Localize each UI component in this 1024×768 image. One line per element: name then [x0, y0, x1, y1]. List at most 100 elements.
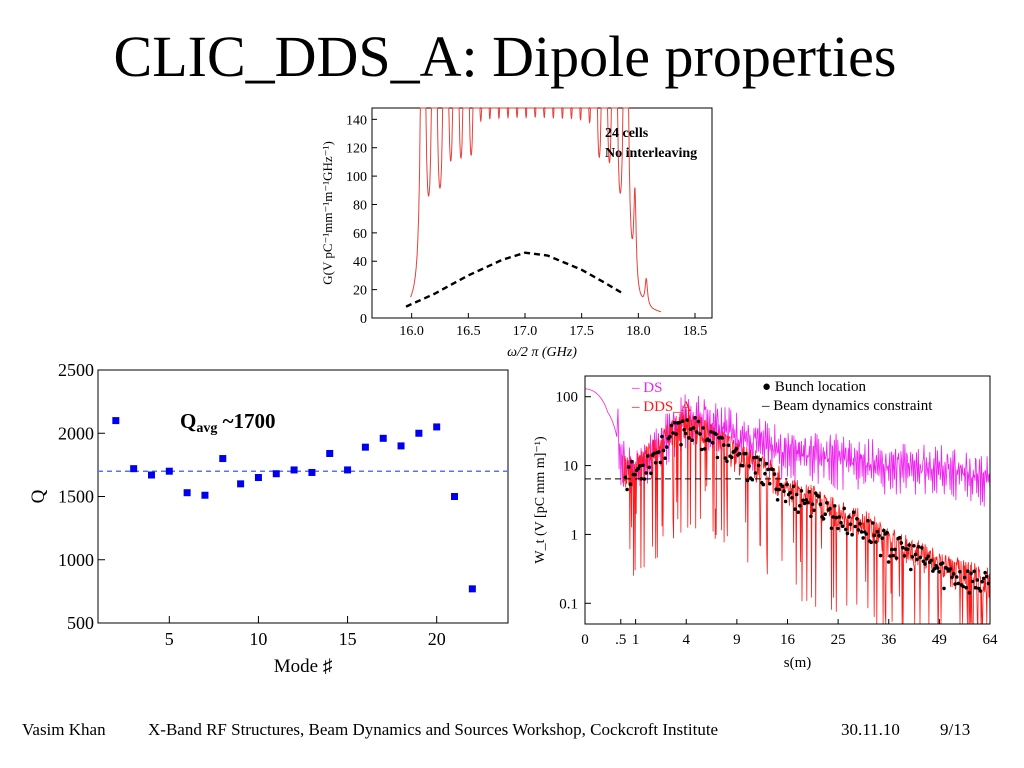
bunch-location-point [691, 426, 696, 430]
bunch-location-point [967, 590, 972, 595]
q-point [433, 423, 441, 431]
bunch-location-point [926, 554, 930, 559]
footer-date: 30.11.10 [841, 720, 900, 739]
gain-spectrum-svg: 16.0 16.5 17.0 17.5 18.0 18.5 0 20 40 60 80 100 120 1… [320, 107, 713, 360]
q-point [326, 449, 334, 457]
bunch-location-point [837, 515, 842, 519]
q-point [237, 480, 245, 488]
bunch-location-point [978, 589, 983, 593]
bunch-location-point [714, 432, 718, 436]
bunch-location-point [636, 466, 640, 471]
bunch-location-point [821, 517, 826, 521]
bunch-location-point [690, 438, 694, 442]
legend-entry: ● Bunch location [762, 379, 867, 395]
y-tick-label: 40 [353, 255, 367, 270]
y-tick-label: 100 [556, 390, 579, 406]
bunch-location-point [679, 442, 683, 447]
bunch-location-point [777, 487, 781, 492]
bunch-location-point [707, 438, 712, 443]
bunch-location-point [858, 521, 862, 526]
bunch-location-point [633, 472, 637, 477]
x-tick-label: 10 [249, 629, 267, 649]
footer-page: 9/13 [940, 720, 971, 739]
y-tick-label: 100 [346, 170, 367, 185]
bunch-location-point [663, 456, 667, 460]
bunch-location-point [669, 423, 674, 428]
q-point [201, 491, 209, 499]
q-point [147, 471, 155, 479]
x-tick-label: 25 [831, 632, 846, 648]
bunch-location-point [644, 471, 648, 475]
bunch-location-point [661, 448, 666, 453]
bunch-location-point [804, 498, 808, 502]
bunch-location-point [882, 528, 886, 533]
bunch-location-point [877, 533, 881, 538]
bunch-location-point [807, 490, 812, 494]
wake-plot-area [585, 388, 990, 624]
q-point [415, 429, 423, 437]
bunch-location-point [630, 459, 634, 464]
bunch-location-point [855, 517, 859, 521]
x-tick-label: 9 [733, 632, 741, 648]
bunch-location-point [848, 522, 853, 526]
bunch-location-point [626, 465, 631, 469]
y-tick-label: 20 [353, 284, 367, 299]
bunch-location-point [856, 528, 861, 532]
bunch-location-point [802, 501, 807, 506]
bunch-location-point [851, 510, 856, 515]
bunch-location-point [909, 567, 913, 572]
bunch-location-point [859, 530, 864, 534]
bunch-location-point [905, 547, 910, 551]
slide-title: CLIC_DDS_A: Dipole properties [113, 24, 897, 89]
bunch-location-point [842, 506, 846, 511]
ds-wake-line [585, 388, 990, 507]
x-tick-label: 18.0 [626, 324, 651, 339]
bunch-location-point [918, 555, 923, 560]
legend-entry: – DDS_A [631, 399, 692, 415]
bunch-location-point [791, 484, 796, 489]
bunch-location-point [664, 445, 669, 449]
bunch-location-point [652, 451, 656, 456]
bunch-location-point [642, 477, 647, 481]
y-tick-label: 1000 [58, 550, 94, 570]
x-tick-label: 1 [632, 632, 640, 648]
bunch-location-point [726, 443, 731, 448]
q-point [272, 470, 280, 478]
q-factor-svg: 5 10 15 20 500 1000 1500 2000 2500 Mode ♯ Q Qavg ~1… [28, 360, 509, 677]
bunch-location-point [761, 482, 766, 487]
y-tick-label: 500 [67, 613, 94, 633]
bunch-location-point [674, 432, 678, 436]
bunch-location-point [950, 575, 954, 580]
bunch-location-point [932, 566, 937, 571]
bunch-location-point [951, 572, 956, 576]
bunch-location-point [954, 575, 959, 579]
q-point [361, 443, 369, 451]
bunch-location-point [923, 562, 927, 566]
q-point [344, 466, 352, 474]
bunch-location-point [878, 553, 883, 558]
bunch-location-point [825, 501, 829, 505]
bunch-location-point [745, 478, 750, 483]
footer-author: Vasim Khan [22, 720, 106, 739]
bunch-location-point [710, 441, 715, 445]
envelope-dashed-line [405, 251, 622, 308]
bunch-location-point [910, 555, 915, 559]
bunch-location-point [897, 535, 902, 540]
x-tick-label: 17.0 [513, 324, 538, 339]
bunch-location-point [788, 490, 793, 495]
y-axis-label: Q [28, 489, 49, 503]
y-axis-label: G(V pC⁻¹mm⁻¹m⁻¹GHz⁻¹) [320, 141, 335, 285]
bunch-location-point [693, 416, 697, 420]
x-tick-label: 17.5 [569, 324, 594, 339]
y-tick-label: 0 [360, 312, 367, 327]
bunch-location-point [864, 532, 869, 536]
q-point [290, 466, 298, 474]
bunch-location-point [758, 457, 762, 462]
bunch-location-point [886, 560, 891, 564]
bunch-location-point [845, 531, 850, 536]
bunch-location-point [817, 494, 821, 499]
bunch-location-point [775, 498, 780, 502]
x-axis-label: s(m) [784, 655, 812, 671]
bunch-location-point [725, 459, 729, 464]
bunch-location-point [660, 434, 664, 439]
